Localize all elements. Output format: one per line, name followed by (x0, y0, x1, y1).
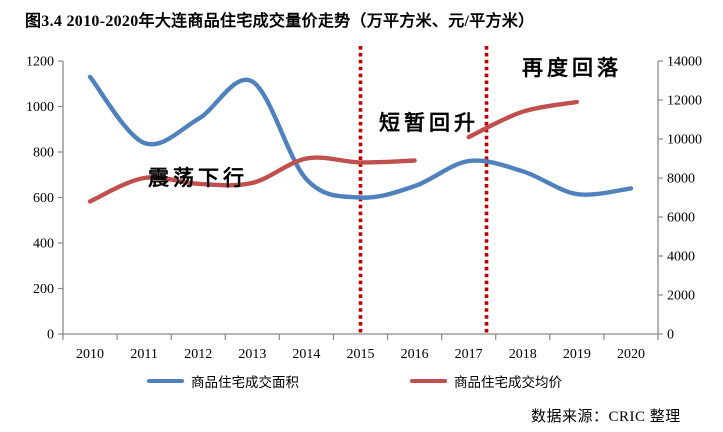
x-axis-tick-label: 2010 (76, 347, 104, 362)
legend-label-area: 商品住宅成交面积 (191, 375, 299, 390)
right-axis-tick-label: 14000 (667, 55, 702, 70)
x-axis-tick-label: 2017 (455, 347, 483, 362)
right-axis-tick-label: 0 (667, 328, 674, 343)
x-axis-tick-label: 2018 (509, 347, 537, 362)
chart-title: 图3.4 2010-2020年大连商品住宅成交量价走势（万平方米、元/平方米） (25, 13, 535, 30)
price-series-line (87, 155, 417, 204)
left-axis-tick-label: 0 (47, 328, 54, 343)
legend-swatch-price-line (410, 379, 447, 383)
x-axis-tick-label: 2011 (130, 347, 157, 362)
legend-item-area: 商品住宅成交面积 (147, 374, 299, 390)
left-axis-tick-label: 400 (33, 237, 54, 252)
legend-item-price: 商品住宅成交均价 (410, 374, 562, 390)
left-axis-tick-label: 800 (33, 146, 54, 161)
x-axis-tick-label: 2020 (617, 347, 645, 362)
legend-swatch-area-line (147, 379, 184, 383)
x-axis-tick-label: 2012 (184, 347, 212, 362)
right-axis-tick-label: 2000 (667, 289, 695, 304)
left-axis-tick-label: 200 (33, 282, 54, 297)
left-axis-tick-label: 600 (33, 191, 54, 206)
right-axis-tick-label: 12000 (667, 94, 702, 109)
legend-label-price: 商品住宅成交均价 (454, 375, 562, 390)
right-axis-tick-label: 10000 (667, 133, 702, 148)
annotation-phase-fallback: 再度回落 (522, 56, 622, 80)
x-axis-tick-label: 2014 (292, 347, 320, 362)
annotation-phase-rebound: 短暂回升 (379, 111, 479, 135)
x-axis-tick-label: 2019 (563, 347, 591, 362)
right-axis-tick-label: 6000 (667, 211, 695, 226)
data-source-note: 数据来源：CRIC 整理 (531, 409, 681, 425)
price-series-line (466, 99, 580, 140)
right-axis-tick-label: 4000 (667, 250, 695, 265)
x-axis-tick-label: 2015 (347, 347, 375, 362)
x-axis-tick-label: 2013 (238, 347, 266, 362)
x-axis-tick-label: 2016 (401, 347, 429, 362)
left-axis-tick-label: 1000 (26, 100, 54, 115)
area-series-line (87, 74, 634, 200)
left-axis-tick-label: 1200 (26, 55, 54, 70)
right-axis-tick-label: 8000 (667, 172, 695, 187)
annotation-phase-downtrend: 震荡下行 (148, 166, 248, 190)
